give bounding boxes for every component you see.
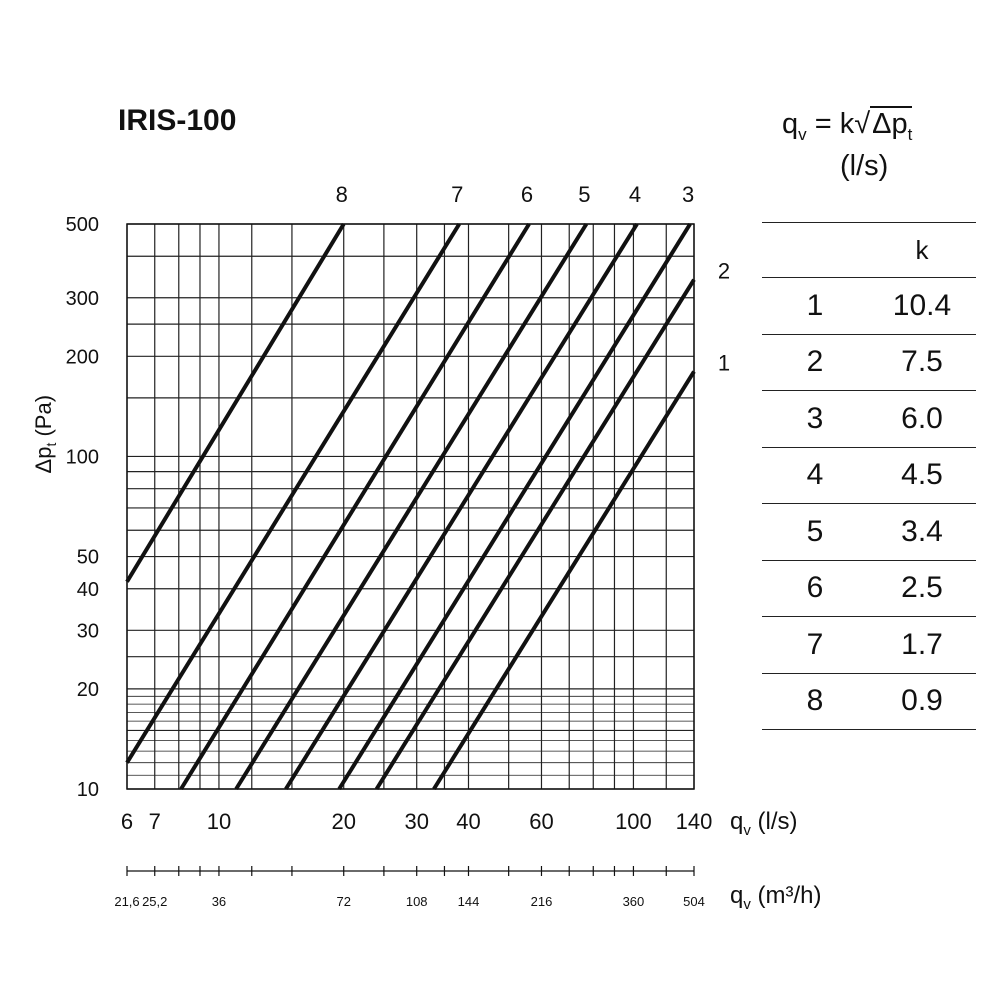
series-label-7: 7 [451, 182, 463, 207]
k-row-value: 2.5 [868, 560, 976, 617]
x-tick-label: 30 [404, 809, 428, 834]
series-line-5 [234, 222, 589, 791]
k-row-id: 5 [762, 503, 868, 561]
series-label-6: 6 [521, 182, 533, 207]
plot-frame [126, 223, 695, 790]
x-tick-label: 20 [331, 809, 355, 834]
chart-title: IRIS-100 [118, 104, 237, 137]
k-table-row: 6 2.5 [762, 560, 976, 617]
y-axis-label: Δpt (Pa) [30, 394, 60, 474]
series-line-7 [125, 222, 461, 764]
k-row-value: 0.9 [868, 673, 976, 730]
x-tick-label: 100 [615, 809, 652, 834]
x-tick-label: 140 [676, 809, 713, 834]
k-row-id: 8 [762, 673, 868, 730]
x-tick-label: 7 [149, 809, 161, 834]
y-tick-label: 40 [77, 579, 99, 601]
flow-formula: qv = k√Δpt [782, 106, 913, 144]
k-value-table: k 1 10.4 2 7.5 3 6.0 4 4.5 5 3.4 6 2.5 7 1.7 8 0.9 [762, 222, 976, 730]
flow-unit: (l/s) [840, 150, 889, 182]
k-row-id: 3 [762, 390, 868, 448]
k-table-row: 5 3.4 [762, 503, 976, 561]
chart-series [125, 222, 696, 791]
k-header: k [868, 222, 976, 278]
y-tick-label: 200 [66, 346, 99, 368]
series-line-2 [374, 278, 696, 791]
y-tick-label: 10 [77, 779, 99, 801]
k-row-value: 10.4 [868, 277, 976, 335]
x2-tick-label: 36 [212, 894, 226, 909]
k-row-id: 4 [762, 447, 868, 504]
k-table-row: 3 6.0 [762, 390, 976, 448]
k-row-value: 3.4 [868, 503, 976, 561]
series-line-6 [179, 222, 531, 791]
x-axis-label-m3h: qv (m³/h) [730, 882, 822, 913]
x2-tick-label: 144 [458, 894, 480, 909]
x-tick-label: 60 [529, 809, 553, 834]
y-tick-label: 50 [77, 547, 99, 569]
y-tick-label: 500 [66, 214, 99, 236]
series-label-4: 4 [629, 182, 641, 207]
x2-tick-label: 108 [406, 894, 428, 909]
series-label-1: 1 [718, 351, 730, 376]
x2-tick-label: 25,2 [142, 894, 167, 909]
k-table-row: 2 7.5 [762, 334, 976, 391]
series-line-3 [337, 222, 692, 791]
series-label-3: 3 [682, 182, 694, 207]
x2-tick-label: 360 [623, 894, 645, 909]
k-row-id: 1 [762, 277, 868, 335]
k-row-value: 6.0 [868, 390, 976, 448]
k-row-value: 7.5 [868, 334, 976, 391]
x2-tick-label: 21,6 [114, 894, 139, 909]
x-tick-label: 6 [121, 809, 133, 834]
k-row-id: 6 [762, 560, 868, 617]
series-label-8: 8 [336, 182, 348, 207]
series-line-1 [432, 370, 696, 791]
x2-tick-label: 216 [531, 894, 553, 909]
k-row-value: 1.7 [868, 616, 976, 674]
series-line-4 [284, 222, 639, 791]
x2-tick-label: 72 [336, 894, 350, 909]
x-tick-label: 40 [456, 809, 480, 834]
x-tick-label: 10 [207, 809, 231, 834]
x2-tick-label: 504 [683, 894, 705, 909]
y-tick-label: 30 [77, 620, 99, 642]
series-line-8 [125, 222, 346, 583]
k-row-value: 4.5 [868, 447, 976, 504]
k-table-row: 8 0.9 [762, 673, 976, 730]
k-table-row: 4 4.5 [762, 447, 976, 504]
k-table-row: 7 1.7 [762, 616, 976, 674]
y-tick-label: 300 [66, 288, 99, 310]
series-label-5: 5 [578, 182, 590, 207]
k-row-id: 7 [762, 616, 868, 674]
k-row-id: 2 [762, 334, 868, 391]
y-tick-label: 20 [77, 679, 99, 701]
x-axis-label-ls: qv (l/s) [730, 808, 798, 839]
k-table-row: 1 10.4 [762, 277, 976, 335]
y-tick-label: 100 [66, 446, 99, 468]
series-label-2: 2 [718, 259, 730, 284]
